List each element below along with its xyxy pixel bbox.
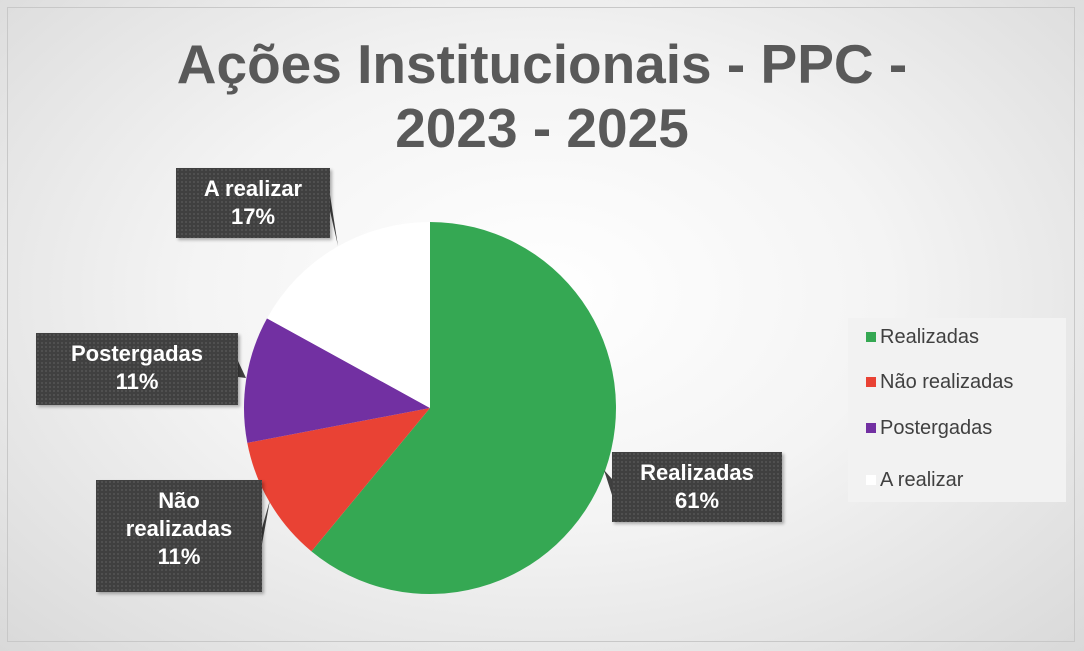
legend-entry: A realizar bbox=[866, 469, 963, 492]
legend-swatch bbox=[866, 475, 876, 485]
label-value: 11% bbox=[157, 544, 201, 569]
pie-slice bbox=[267, 222, 430, 408]
legend: Realizadas Não realizadas Postergadas A rea… bbox=[848, 318, 1066, 502]
data-label: Postergadas 11% bbox=[36, 333, 238, 405]
label-category: Não realizadas bbox=[125, 488, 233, 541]
legend-entry: Realizadas bbox=[866, 326, 979, 349]
legend-entry: Não realizadas bbox=[866, 371, 1013, 394]
legend-swatch bbox=[866, 377, 876, 387]
legend-swatch bbox=[866, 423, 876, 433]
data-label: A realizar 17% bbox=[176, 168, 330, 238]
legend-label: Realizadas bbox=[880, 326, 979, 348]
data-label: Não realizadas 11% bbox=[96, 480, 262, 592]
callout-pointer bbox=[330, 195, 338, 246]
legend-swatch bbox=[866, 332, 876, 342]
label-value: 17% bbox=[230, 204, 276, 229]
legend-label: Postergadas bbox=[880, 417, 993, 439]
frame bbox=[7, 7, 1075, 642]
label-value: 61% bbox=[674, 488, 720, 513]
chart-title: Ações Institucionais - PPC - 2023 - 2025 bbox=[176, 33, 908, 159]
label-category: Realizadas bbox=[640, 460, 754, 485]
callout-pointer bbox=[238, 361, 246, 378]
pie-slice bbox=[243, 318, 430, 443]
label-category: A realizar bbox=[203, 176, 303, 201]
data-label: Realizadas 61% bbox=[612, 452, 782, 522]
label-value: 11% bbox=[115, 369, 159, 394]
legend-entry: Postergadas bbox=[866, 417, 992, 440]
pie-slice bbox=[311, 222, 616, 594]
legend-label: A realizar bbox=[880, 469, 964, 491]
legend-label: Não realizadas bbox=[880, 371, 1014, 393]
pie-slice bbox=[247, 408, 430, 552]
callout-pointer bbox=[262, 500, 270, 544]
label-category: Postergadas bbox=[70, 341, 204, 366]
callout-pointer bbox=[604, 470, 612, 495]
